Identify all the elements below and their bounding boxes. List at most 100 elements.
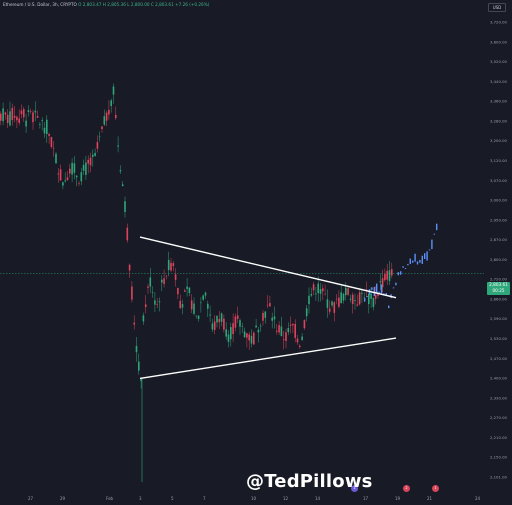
y-tick-label: 3,070.00 (490, 178, 507, 183)
candle (200, 302, 202, 304)
projection-candle (407, 263, 409, 266)
ohlc-values: O 2,803.47 H 2,805.36 L 2,800.00 C 2,803… (78, 2, 210, 7)
candle (11, 107, 14, 121)
y-tick-label: 2,720.00 (490, 277, 507, 282)
candle (315, 293, 317, 295)
candle (138, 361, 140, 371)
candle (59, 169, 62, 181)
candle (163, 278, 165, 284)
candle (0, 113, 2, 121)
candle (368, 294, 370, 305)
y-tick-label: 3,520.00 (490, 59, 507, 64)
y-tick-label: 2,270.00 (490, 415, 507, 420)
candle (193, 303, 195, 314)
candle (89, 157, 92, 166)
candle (310, 294, 313, 296)
watermark: @TedPillows (246, 471, 373, 492)
candle (112, 86, 115, 95)
candle (41, 120, 43, 121)
current-price-tag: 2,803.61 00:25 (487, 282, 510, 295)
projection-candle (388, 305, 390, 309)
x-tick-label: 29 (60, 496, 66, 501)
x-tick-label: 14 (315, 496, 321, 501)
projection-candle (392, 287, 395, 289)
trendline-lower (139, 337, 397, 380)
candle (280, 326, 283, 337)
candle (328, 308, 331, 312)
candle (230, 327, 232, 340)
candle (131, 286, 133, 300)
candle (202, 295, 204, 300)
candle (92, 154, 94, 157)
candle (66, 177, 69, 181)
candle (184, 290, 186, 292)
event-marker-icon[interactable]: 1 (351, 485, 358, 492)
candle (16, 116, 18, 121)
candle (82, 164, 85, 171)
projection-candle (371, 287, 373, 290)
y-tick-label: 2,101.00 (490, 475, 507, 480)
projection-candle (380, 284, 383, 294)
candle (236, 315, 239, 319)
candle (73, 163, 76, 173)
candle (71, 162, 73, 175)
candle (181, 304, 184, 308)
candle (253, 332, 255, 345)
candle (374, 294, 377, 299)
candle (354, 300, 356, 301)
candle (55, 153, 57, 164)
candle (243, 331, 246, 338)
projection-candle (404, 268, 407, 270)
x-tick-label: 7 (203, 496, 206, 501)
candle (303, 320, 306, 329)
candle (9, 111, 11, 126)
projection-candle (419, 259, 421, 263)
candle (308, 295, 310, 305)
candle (347, 288, 349, 295)
candle (342, 293, 345, 301)
x-tick-label: 21 (427, 496, 433, 501)
candle (361, 292, 363, 294)
candle (27, 110, 30, 113)
candle (124, 201, 126, 212)
candle (101, 126, 103, 130)
candle (50, 136, 53, 147)
candle (119, 170, 122, 172)
x-tick-label: Feb (106, 496, 114, 501)
candle (356, 304, 359, 306)
candle (269, 303, 271, 307)
candle (273, 316, 276, 320)
candle (78, 182, 80, 184)
projection-candle (376, 283, 378, 293)
candle (241, 326, 244, 327)
candle (287, 328, 290, 333)
candle (232, 323, 234, 335)
candle (158, 301, 161, 303)
projection-candle (436, 223, 438, 231)
candle (351, 294, 354, 305)
y-tick-label: 3,360.00 (490, 99, 507, 104)
candle (167, 260, 170, 271)
candle (32, 112, 34, 123)
candle (239, 320, 241, 327)
candle (349, 298, 352, 300)
candle (324, 294, 326, 296)
currency-button[interactable]: USD (488, 3, 506, 12)
candle (110, 100, 112, 107)
candle (20, 110, 23, 115)
candle (292, 323, 294, 326)
candle (128, 264, 131, 271)
y-tick-label: 2,660.00 (490, 296, 507, 301)
candle (39, 124, 41, 125)
candle (197, 315, 200, 319)
candle (135, 345, 138, 353)
candle (246, 333, 248, 338)
candle (305, 308, 308, 317)
projection-candle (414, 253, 416, 262)
candle (64, 180, 66, 182)
projection-candle (395, 282, 397, 286)
event-marker-icon[interactable]: 1 (432, 485, 439, 492)
candle (259, 325, 262, 327)
event-marker-icon[interactable]: 2 (403, 485, 410, 492)
